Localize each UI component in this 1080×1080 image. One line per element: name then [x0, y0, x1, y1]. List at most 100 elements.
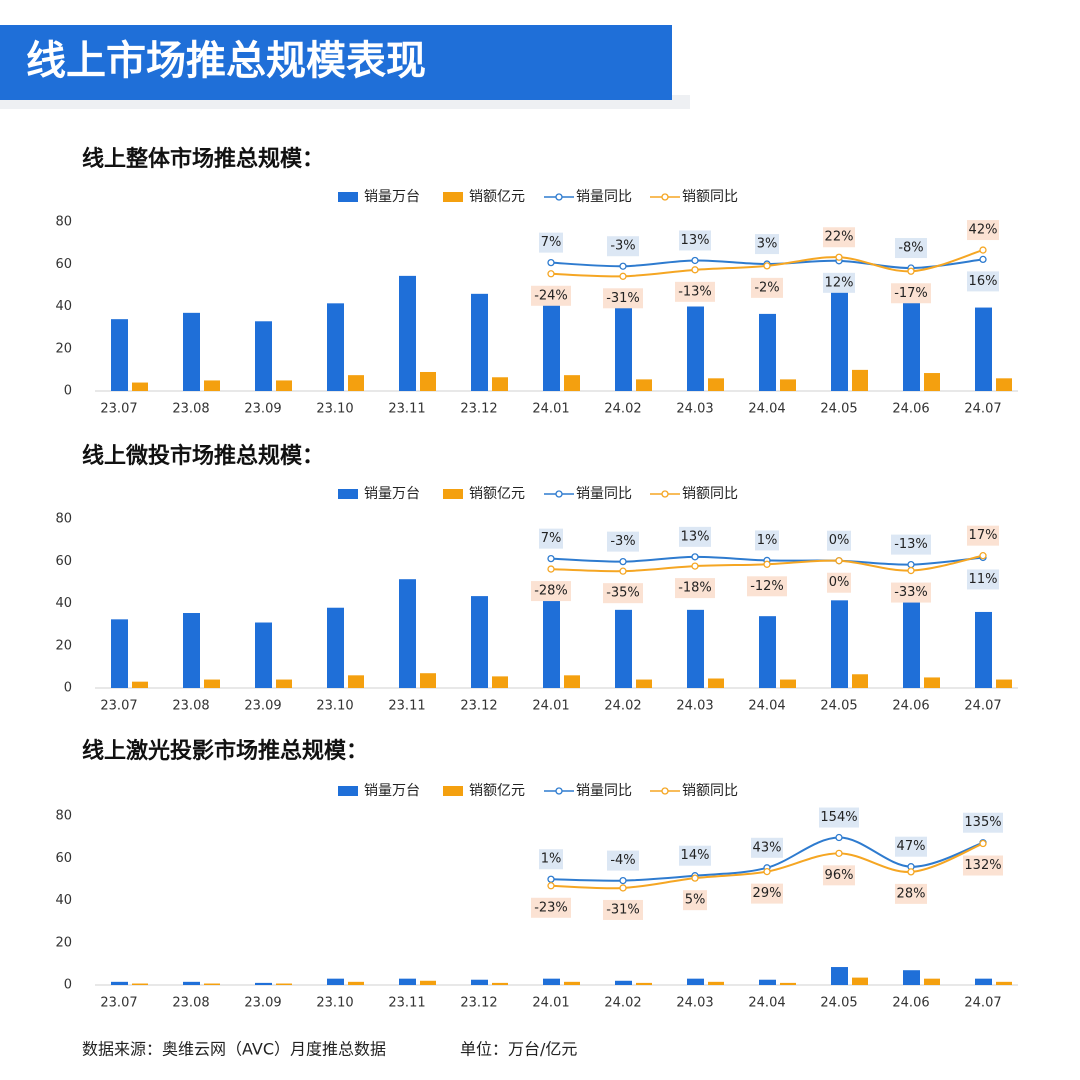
x-tick-label: 23.12	[460, 699, 497, 714]
page-title: 线上市场推总规模表现	[26, 38, 426, 84]
value-label: 5%	[685, 893, 706, 908]
bar	[276, 380, 292, 391]
x-tick-label: 23.10	[316, 402, 353, 417]
legend-marker	[555, 787, 563, 795]
line-marker	[619, 876, 627, 885]
value-label: 1%	[757, 533, 778, 548]
value-label: -13%	[678, 284, 712, 299]
value-label: 28%	[897, 886, 926, 901]
value-label-bg	[675, 281, 715, 302]
x-tick-label: 23.08	[172, 996, 209, 1011]
x-tick-label: 24.07	[964, 996, 1001, 1011]
x-tick-label: 24.03	[676, 996, 713, 1011]
bar	[975, 307, 992, 391]
bar	[399, 978, 416, 985]
legend-label: 销量同比	[576, 486, 632, 502]
value-label-bg	[531, 581, 571, 602]
bar	[255, 321, 272, 391]
bar	[420, 980, 436, 985]
value-label-bg	[895, 836, 927, 857]
bar	[204, 679, 220, 688]
value-label: 1%	[541, 852, 562, 867]
bar	[996, 378, 1012, 391]
value-label-bg	[963, 855, 1003, 876]
line-marker	[547, 270, 555, 278]
chart-title: 线上激光投影市场推总规模：	[82, 738, 368, 764]
bar	[831, 286, 848, 391]
value-label-bg	[603, 899, 643, 920]
bar	[399, 579, 416, 688]
y-tick-label: 20	[55, 935, 72, 950]
x-tick-label: 24.02	[604, 699, 641, 714]
bar	[111, 981, 128, 985]
bar	[543, 592, 560, 688]
legend-swatch	[443, 192, 463, 202]
value-label: -31%	[606, 291, 640, 306]
value-label-bg	[607, 236, 639, 257]
value-label: 16%	[969, 274, 998, 289]
bar	[420, 673, 436, 688]
value-label: 7%	[541, 235, 562, 250]
x-tick-label: 23.11	[388, 402, 425, 417]
legend-label: 销量同比	[576, 189, 632, 205]
bar	[924, 677, 940, 688]
bar	[708, 378, 724, 391]
bar	[471, 293, 488, 391]
bar	[759, 616, 776, 688]
legend-label: 销额同比	[682, 783, 738, 799]
bar	[111, 619, 128, 688]
value-label: 17%	[969, 528, 998, 543]
value-label: -35%	[606, 586, 640, 601]
bar	[975, 978, 992, 985]
line-marker	[547, 258, 555, 267]
bar	[852, 369, 868, 391]
line-marker	[907, 868, 915, 876]
legend-marker	[555, 193, 563, 201]
bar	[903, 970, 920, 985]
y-tick-label: 80	[55, 512, 72, 527]
line-marker	[979, 552, 987, 560]
legend-marker	[555, 490, 563, 498]
bar	[564, 375, 580, 391]
x-tick-label: 24.01	[532, 996, 569, 1011]
value-label: -24%	[534, 288, 568, 303]
legend-marker	[661, 193, 669, 201]
bar	[636, 982, 652, 985]
bar	[543, 293, 560, 391]
value-label: 13%	[681, 233, 710, 248]
chart-title: 线上整体市场推总规模：	[82, 146, 324, 172]
bar	[636, 679, 652, 688]
x-tick-label: 24.07	[964, 402, 1001, 417]
bar	[471, 596, 488, 688]
bar	[903, 291, 920, 391]
unit-note: 单位：万台/亿元	[460, 1040, 577, 1059]
bar	[687, 306, 704, 391]
value-label-bg	[827, 572, 851, 593]
value-label: -2%	[754, 280, 779, 295]
value-label-bg	[823, 272, 855, 293]
value-label: -17%	[894, 286, 928, 301]
banner	[0, 25, 672, 100]
value-label: -23%	[534, 900, 568, 915]
bar	[327, 303, 344, 391]
bar	[924, 978, 940, 985]
value-label: 154%	[820, 810, 857, 825]
value-label-bg	[603, 288, 643, 309]
value-label-bg	[679, 845, 711, 866]
value-label-bg	[539, 232, 563, 253]
y-tick-label: 0	[64, 384, 72, 399]
value-label-bg	[531, 285, 571, 306]
value-label: -13%	[894, 537, 928, 552]
bar	[636, 379, 652, 391]
x-tick-label: 24.03	[676, 699, 713, 714]
bar	[759, 313, 776, 391]
y-tick-label: 60	[55, 257, 72, 272]
y-tick-label: 60	[55, 851, 72, 866]
value-label-bg	[823, 865, 855, 886]
line-marker	[547, 875, 555, 883]
bar	[852, 977, 868, 985]
line-marker	[835, 253, 843, 261]
y-tick-label: 60	[55, 554, 72, 569]
legend-label: 销量万台	[364, 189, 420, 205]
